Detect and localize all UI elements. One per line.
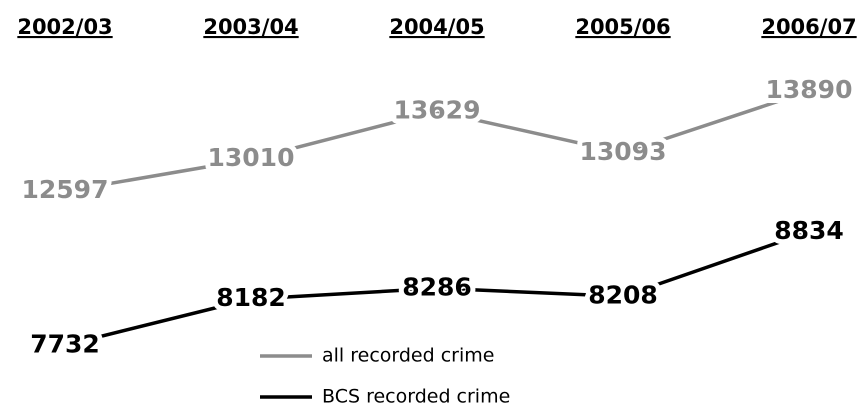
legend-label: all recorded crime [322,345,494,367]
legend-label: BCS recorded crime [322,386,510,406]
data-label: 8834 [774,216,844,245]
data-label: 8208 [588,280,658,309]
data-label: 12597 [22,175,109,204]
data-label: 8182 [216,283,286,312]
data-label: 13890 [766,75,853,104]
data-label: 7732 [30,329,100,358]
data-label: 13093 [580,137,667,166]
line-series [64,230,810,347]
line-series [64,89,810,193]
data-label: 8286 [402,272,472,301]
x-category-label: 2002/03 [17,15,112,39]
x-category-label: 2006/07 [761,15,856,39]
x-category-label: 2005/06 [575,15,670,39]
x-category-label: 2004/05 [389,15,484,39]
data-label: 13629 [394,95,481,124]
x-category-label: 2003/04 [203,15,298,39]
data-label: 13010 [208,143,295,172]
